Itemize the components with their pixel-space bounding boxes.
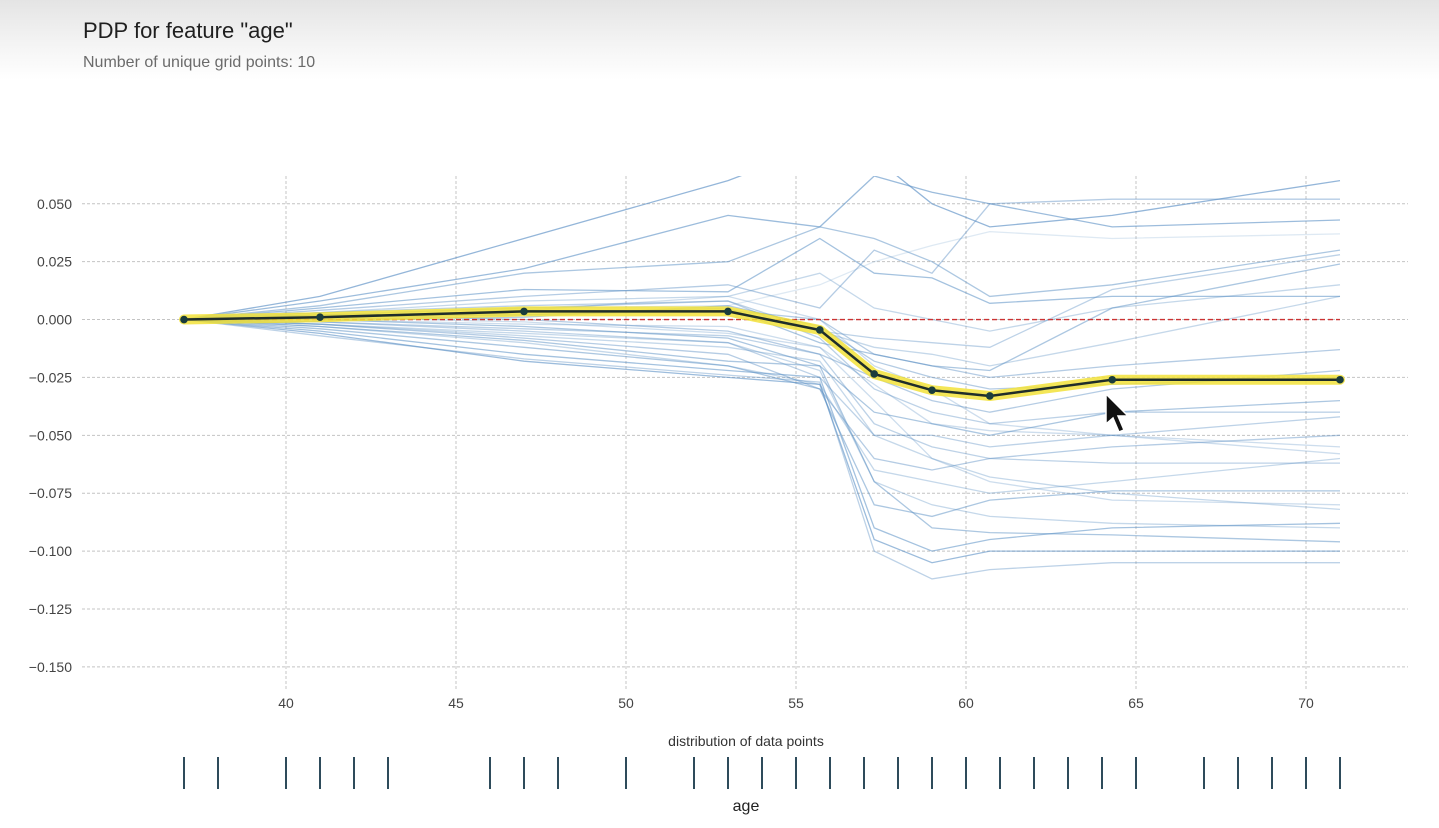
chart-title: PDP for feature "age" bbox=[83, 18, 293, 43]
y-tick-label: 0.050 bbox=[37, 196, 72, 212]
ice-line bbox=[184, 318, 1341, 455]
pdp-marker bbox=[986, 392, 994, 400]
x-tick-label: 65 bbox=[1128, 695, 1144, 711]
y-tick-label: −0.150 bbox=[29, 659, 72, 675]
chart-subtitle: Number of unique grid points: 10 bbox=[83, 54, 316, 71]
y-tick-label: −0.050 bbox=[29, 427, 72, 443]
pdp-marker bbox=[180, 315, 188, 324]
distribution-label: distribution of data points bbox=[668, 733, 824, 749]
y-tick-label: −0.125 bbox=[29, 601, 72, 617]
y-tick-label: 0.025 bbox=[37, 254, 72, 270]
ice-line bbox=[183, 198, 1340, 321]
pdp-marker bbox=[870, 370, 878, 378]
ice-line bbox=[183, 318, 1340, 518]
ice-line bbox=[183, 318, 1341, 543]
x-tick-label: 40 bbox=[278, 695, 294, 711]
ice-line bbox=[183, 318, 1341, 494]
pdp-marker bbox=[520, 307, 528, 316]
grid-layer bbox=[82, 176, 1408, 690]
distribution-rug bbox=[183, 757, 1341, 789]
x-tick-labels: 40 45 50 55 60 65 70 bbox=[278, 695, 1314, 711]
pdp-marker bbox=[316, 313, 324, 322]
ice-line bbox=[183, 176, 1341, 321]
pdp-marker bbox=[1108, 375, 1116, 384]
pdp-line-group bbox=[179, 306, 1345, 401]
y-tick-label: 0.000 bbox=[37, 312, 72, 328]
pdp-marker bbox=[724, 307, 732, 316]
y-tick-label: −0.100 bbox=[29, 543, 72, 559]
ice-line bbox=[183, 316, 1341, 506]
mouse-cursor-icon bbox=[1105, 392, 1130, 433]
x-tick-label: 45 bbox=[448, 695, 464, 711]
y-tick-label: −0.075 bbox=[29, 485, 72, 501]
ice-line bbox=[183, 318, 1341, 448]
x-tick-label: 60 bbox=[958, 695, 974, 711]
ice-line bbox=[183, 254, 1341, 348]
ice-line bbox=[184, 318, 1341, 436]
ice-line bbox=[183, 230, 1341, 321]
header-band bbox=[0, 0, 1439, 80]
ice-lines bbox=[183, 176, 1341, 580]
ice-line bbox=[183, 318, 1340, 464]
ice-line bbox=[183, 318, 1340, 580]
x-tick-label: 55 bbox=[788, 695, 804, 711]
pdp-marker bbox=[928, 386, 936, 394]
ice-line bbox=[183, 237, 1340, 321]
pdp-marker bbox=[1336, 375, 1344, 384]
ice-line bbox=[183, 318, 1341, 511]
x-axis-label: age bbox=[733, 798, 760, 815]
y-tick-labels: 0.050 0.025 0.000 −0.025 −0.050 −0.075 −0.100 −… bbox=[29, 196, 72, 675]
ice-line bbox=[183, 226, 1341, 321]
ice-line bbox=[183, 176, 1341, 321]
x-tick-label: 70 bbox=[1298, 695, 1314, 711]
pdp-marker bbox=[816, 326, 824, 334]
pdp-line bbox=[183, 310, 1340, 398]
ice-line bbox=[183, 318, 1340, 564]
y-tick-label: −0.025 bbox=[29, 369, 72, 385]
pdp-markers bbox=[180, 307, 1344, 400]
ice-line bbox=[183, 318, 1341, 529]
x-tick-label: 50 bbox=[618, 695, 634, 711]
